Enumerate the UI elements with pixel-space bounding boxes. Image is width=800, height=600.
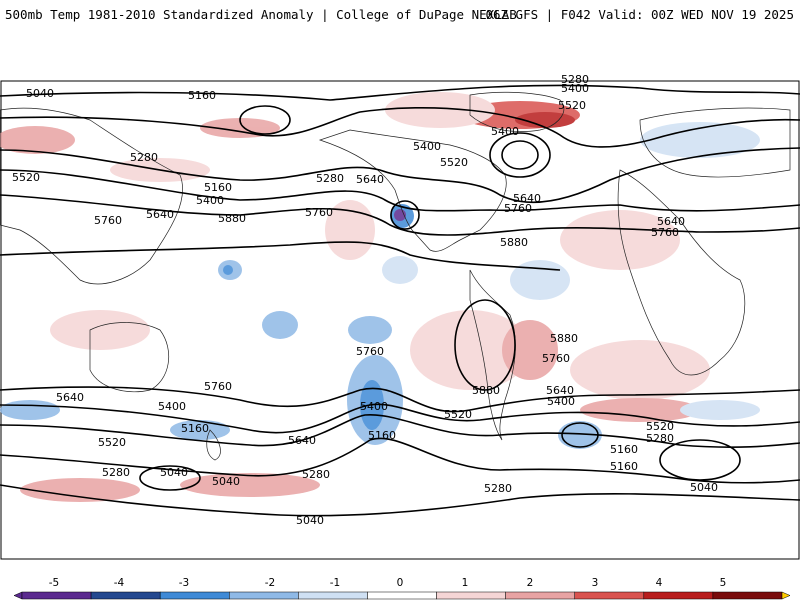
height-label: 5040 xyxy=(160,466,188,479)
height-label: 5520 xyxy=(646,420,674,433)
height-label: 5280 xyxy=(646,432,674,445)
colorbar-tick-label: 3 xyxy=(592,577,599,589)
height-label: 5520 xyxy=(440,156,468,169)
colorbar-swatch xyxy=(229,591,299,600)
height-label: 5880 xyxy=(500,236,528,249)
colorbar-swatch xyxy=(298,591,368,600)
height-label: 5640 xyxy=(657,215,685,228)
height-label: 5040 xyxy=(212,475,240,488)
height-label: 5160 xyxy=(368,429,396,442)
height-label: 5760 xyxy=(651,226,679,239)
height-label: 5640 xyxy=(513,192,541,205)
height-label: 5040 xyxy=(296,514,324,527)
colorbar-swatch xyxy=(574,591,645,600)
height-label: 5400 xyxy=(561,82,589,95)
height-label: 5760 xyxy=(504,202,532,215)
height-label: 5520 xyxy=(98,436,126,449)
height-label: 5400 xyxy=(360,400,388,413)
height-label: 5160 xyxy=(610,443,638,456)
colorbar-swatch xyxy=(90,591,161,600)
colorbar-over-triangle xyxy=(781,591,791,600)
height-label: 5160 xyxy=(610,460,638,473)
height-label: 5280 xyxy=(102,466,130,479)
height-label: 5040 xyxy=(26,87,54,100)
map-title-left: 500mb Temp 1981-2010 Standardized Anomal… xyxy=(5,7,517,22)
colorbar-swatches xyxy=(13,591,791,600)
height-label: 5280 xyxy=(561,73,589,86)
colorbar-swatch xyxy=(159,591,230,600)
colorbar-swatch xyxy=(643,591,714,600)
height-label: 5520 xyxy=(558,99,586,112)
map-title-right: 06Z GFS | F042 Valid: 00Z WED NOV 19 202… xyxy=(485,7,794,22)
height-label: 5760 xyxy=(305,206,333,219)
colorbar-tick-label: 5 xyxy=(720,577,727,589)
height-label: 5520 xyxy=(444,408,472,421)
height-label: 5280 xyxy=(316,172,344,185)
height-label: 5520 xyxy=(12,171,40,184)
height-label: 5280 xyxy=(484,482,512,495)
height-label: 5640 xyxy=(146,208,174,221)
map-header: 500mb Temp 1981-2010 Standardized Anomal… xyxy=(0,0,800,28)
contour-labels: 5040 5160 5280 5400 5520 5400 5400 5520 … xyxy=(12,73,718,527)
height-label: 5160 xyxy=(204,181,232,194)
height-label: 5280 xyxy=(302,468,330,481)
colorbar-swatch xyxy=(712,591,783,600)
colorbar-under-triangle xyxy=(13,591,23,600)
colorbar-tick-label: 0 xyxy=(397,577,404,589)
height-label: 5400 xyxy=(491,125,519,138)
colorbar-tick-label: 2 xyxy=(527,577,534,589)
colorbar-tick-label: -2 xyxy=(265,577,275,589)
height-contours xyxy=(0,84,800,517)
height-label: 5760 xyxy=(542,352,570,365)
colorbar: -5 -4 -3 -2 -1 0 1 2 3 4 5 xyxy=(13,577,791,600)
height-label: 5640 xyxy=(288,434,316,447)
height-label: 5400 xyxy=(196,194,224,207)
height-label: 5160 xyxy=(181,422,209,435)
colorbar-tick-label: 1 xyxy=(462,577,469,589)
height-label: 5640 xyxy=(56,391,84,404)
colorbar-tick-label: 4 xyxy=(656,577,663,589)
colorbar-swatch xyxy=(21,591,92,600)
height-label: 5640 xyxy=(356,173,384,186)
height-label: 5400 xyxy=(158,400,186,413)
colorbar-tick-label: -1 xyxy=(330,577,340,589)
height-label: 5760 xyxy=(94,214,122,227)
height-label: 5040 xyxy=(690,481,718,494)
colorbar-ticks: -5 -4 -3 -2 -1 0 1 2 3 4 5 xyxy=(49,577,727,589)
height-label: 5160 xyxy=(188,89,216,102)
height-label: 5280 xyxy=(130,151,158,164)
height-label: 5880 xyxy=(550,332,578,345)
height-label: 5400 xyxy=(547,395,575,408)
height-label: 5880 xyxy=(472,384,500,397)
height-label: 5760 xyxy=(204,380,232,393)
height-label: 5760 xyxy=(356,345,384,358)
height-label: 5400 xyxy=(413,140,441,153)
colorbar-tick-label: -3 xyxy=(179,577,189,589)
colorbar-tick-label: -5 xyxy=(49,577,59,589)
colorbar-swatch xyxy=(505,591,575,600)
anomaly-shading xyxy=(0,92,760,502)
colorbar-swatch xyxy=(367,591,437,600)
colorbar-swatch xyxy=(436,591,506,600)
colorbar-tick-label: -4 xyxy=(114,577,125,589)
height-label: 5880 xyxy=(218,212,246,225)
height-label: 5640 xyxy=(546,384,574,397)
